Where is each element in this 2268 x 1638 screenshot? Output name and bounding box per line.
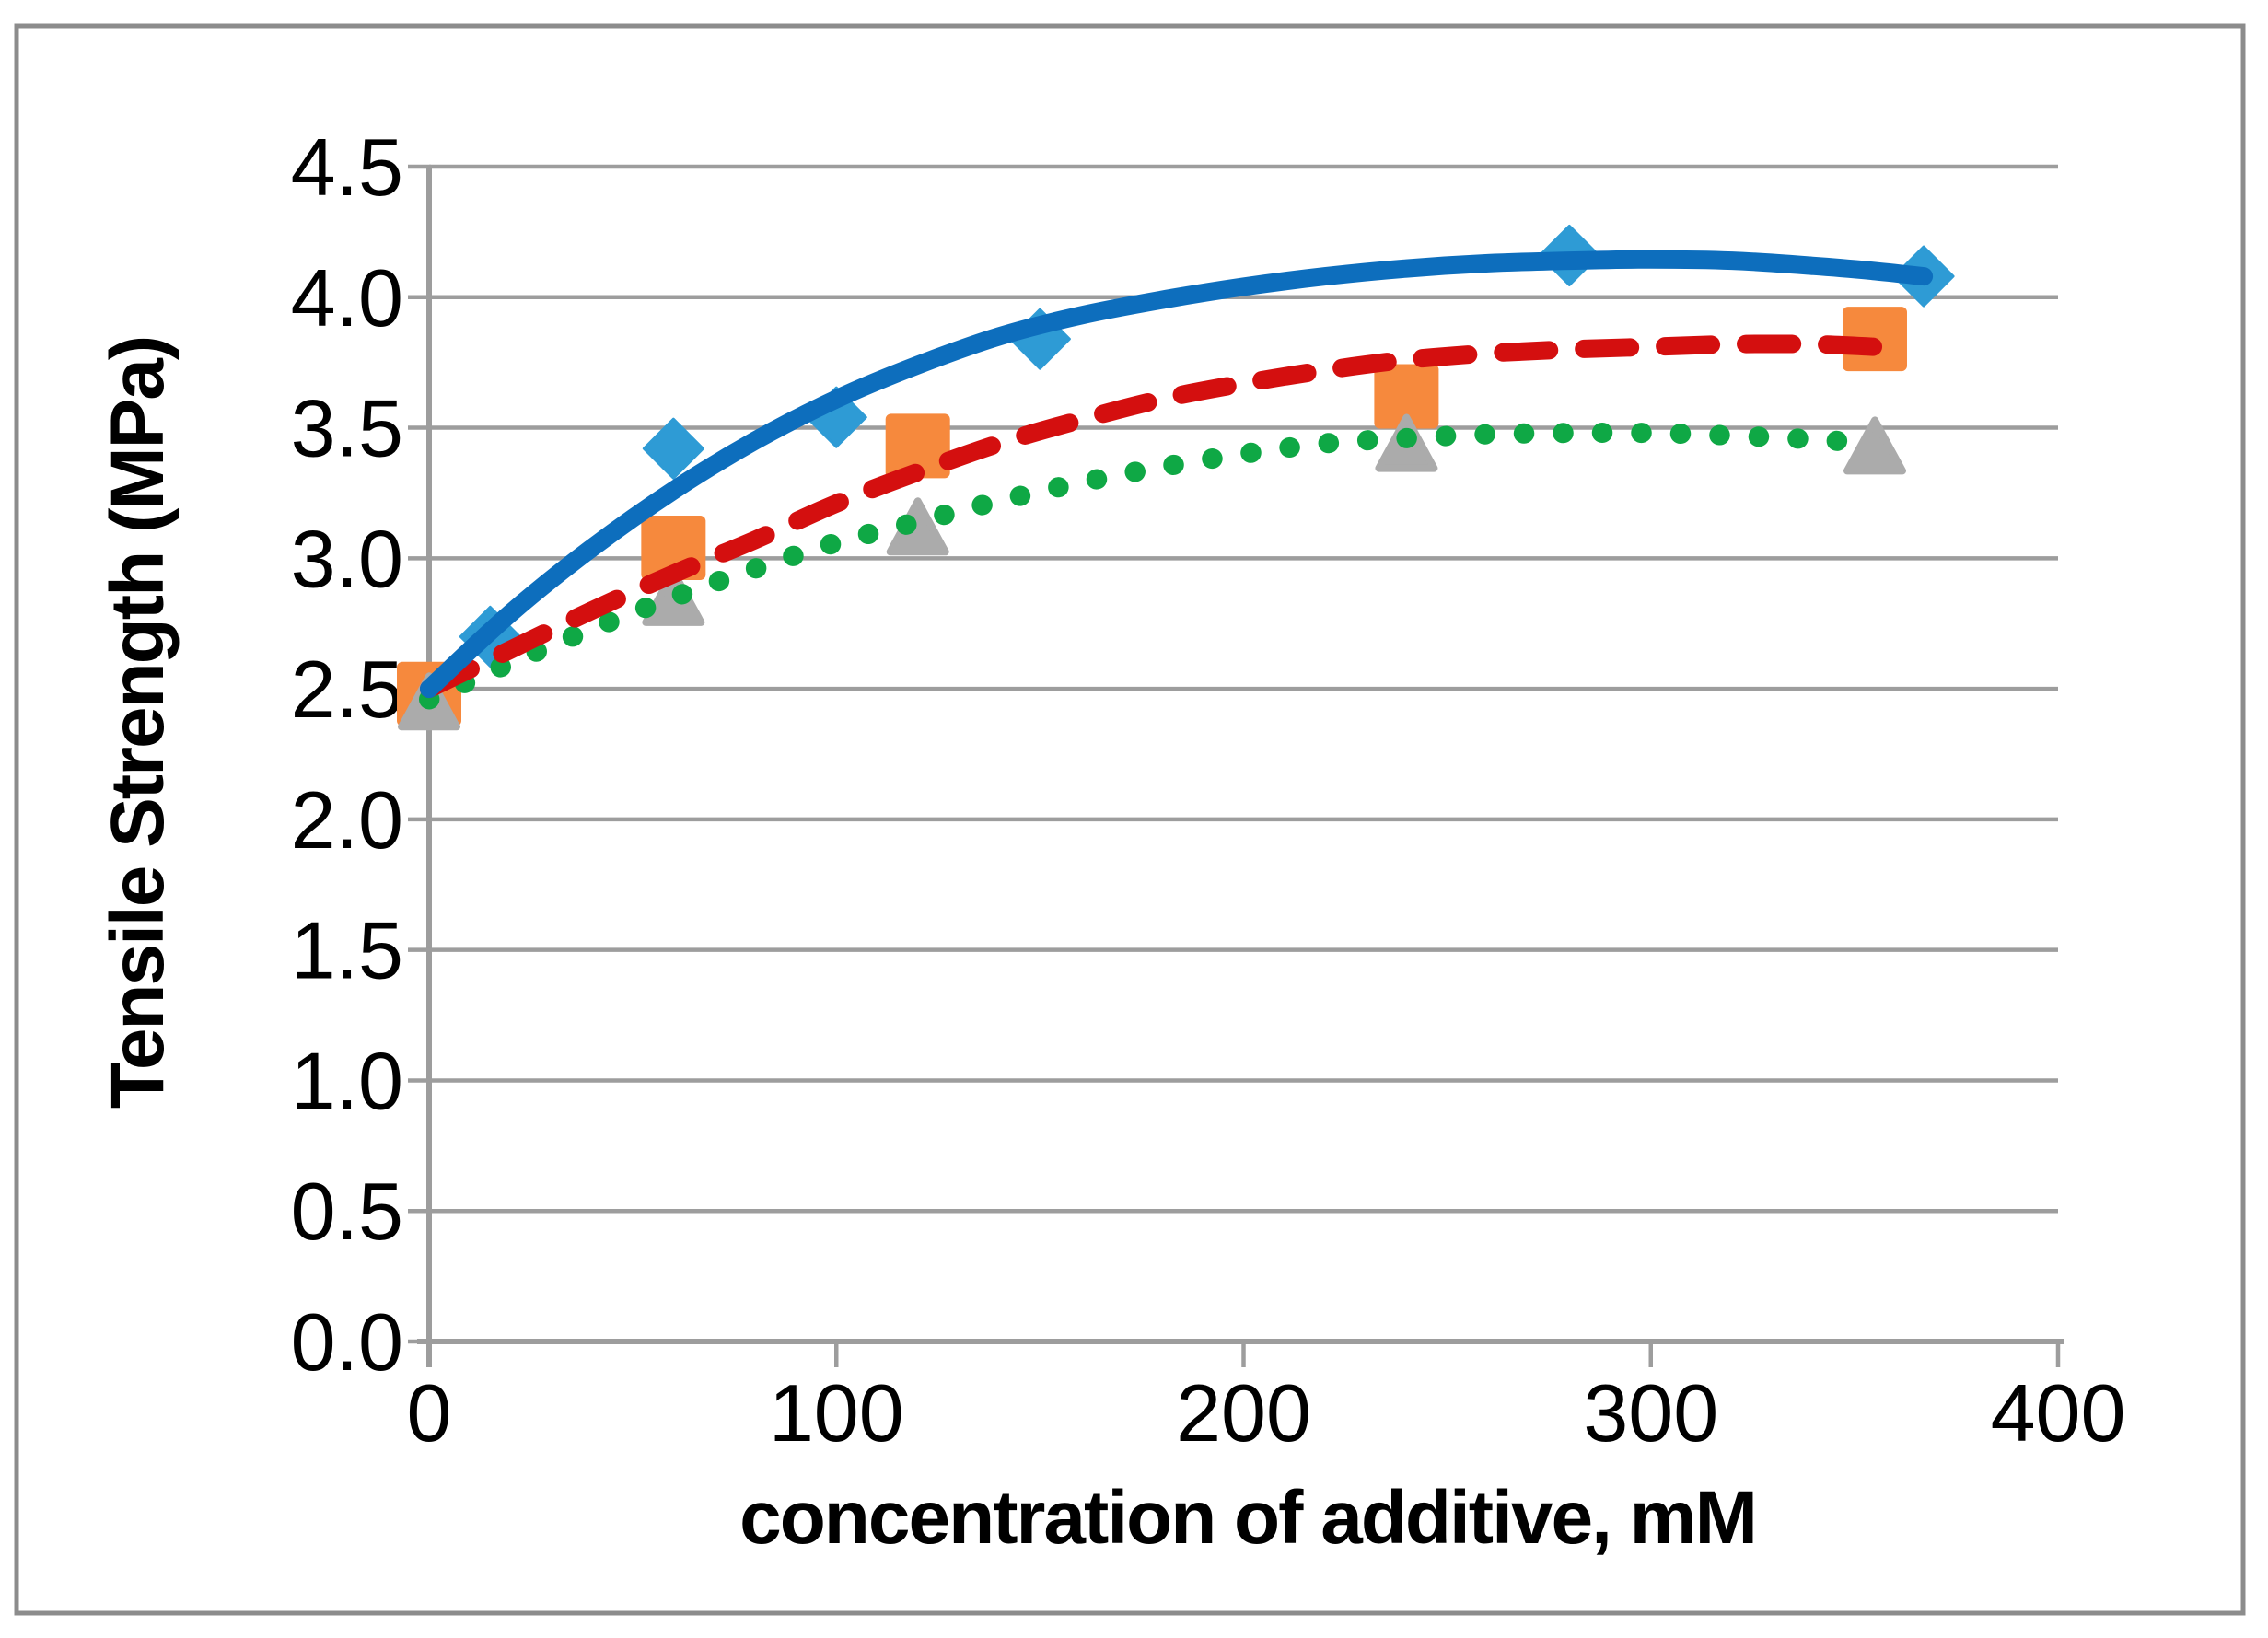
marker-diamond: [642, 417, 704, 480]
x-tick-label: 300: [1583, 1367, 1718, 1458]
trendline-dotted: [419, 422, 1885, 710]
y-tick-label: 3.5: [291, 383, 403, 474]
x-tick-label: 0: [407, 1367, 452, 1458]
y-tick-label: 0.0: [291, 1296, 403, 1388]
y-axis-title: Tensile Strength (MPa): [96, 336, 180, 1109]
y-tick-label: 2.0: [291, 774, 403, 865]
marker-square: [885, 413, 950, 479]
x-axis-title: concentration of additive, mM: [739, 1476, 1758, 1560]
y-tick-label: 4.0: [291, 252, 403, 343]
trendline-dashed: [420, 334, 1884, 699]
page-border: [14, 23, 2246, 1616]
marker-triangle: [1843, 416, 1906, 475]
trendline-solid: [420, 250, 1934, 699]
y-tick-label: 3.0: [291, 513, 403, 604]
x-tick-label: 100: [769, 1367, 904, 1458]
y-tick-label: 1.0: [291, 1035, 403, 1126]
y-tick-label: 0.5: [291, 1166, 403, 1257]
y-tick-label: 4.5: [291, 122, 403, 213]
x-tick-label: 400: [1991, 1367, 2126, 1458]
y-tick-label: 1.5: [291, 905, 403, 996]
x-tick-label: 200: [1176, 1367, 1311, 1458]
marker-square: [1374, 364, 1439, 429]
y-tick-label: 2.5: [291, 644, 403, 735]
